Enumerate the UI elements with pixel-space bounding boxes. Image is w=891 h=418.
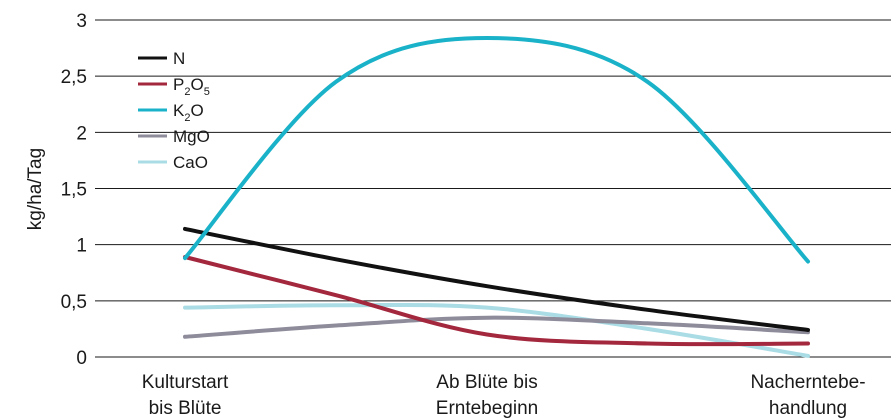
legend-item: P2O5 — [138, 75, 210, 98]
legend-label: K2O — [173, 101, 204, 124]
series-line-cao — [183, 302, 810, 358]
legend-label: N — [173, 49, 185, 68]
y-axis-label: kg/ha/Tag — [25, 148, 46, 230]
x-tick-label: Ab Blüte bis Erntebeginn — [436, 372, 538, 418]
x-tick-label-line2: bis Blüte — [149, 398, 222, 418]
y-tick-label: 1 — [76, 236, 87, 257]
series-line-p2o5 — [183, 255, 810, 347]
legend-item: MgO — [138, 127, 210, 146]
y-tick-label: 3 — [76, 11, 87, 32]
y-tick-label: 1,5 — [61, 180, 87, 201]
x-tick-label-line1: Kulturstart — [142, 372, 229, 393]
x-tick-label-line1: Nacherntebe- — [750, 372, 865, 393]
x-axis-ticks: Kulturstart bis Blüte Ab Blüte bis Erntebeg… — [142, 372, 866, 418]
y-axis-ticks: 0 0,5 1 1,5 2 2,5 3 — [61, 11, 87, 369]
x-tick-label: Kulturstart bis Blüte — [142, 372, 229, 418]
series-lines — [183, 36, 810, 358]
x-tick-label: Nacherntebe-handlung — [750, 372, 865, 418]
legend-item: CaO — [138, 153, 208, 172]
series-line-k2o — [183, 36, 810, 264]
legend-label: MgO — [173, 127, 210, 146]
series-line-mgo — [183, 315, 810, 339]
grid-lines — [95, 19, 891, 358]
legend-label: CaO — [173, 153, 208, 172]
x-tick-label-line2: Erntebeginn — [436, 398, 538, 418]
series-line-n — [183, 226, 810, 332]
legend-label: P2O5 — [173, 75, 210, 98]
y-tick-label: 0 — [76, 348, 87, 369]
legend: N P2O5 K2O MgO CaO — [138, 49, 210, 172]
x-tick-label-line1: Ab Blüte bis — [436, 372, 537, 393]
legend-item: N — [138, 49, 185, 68]
y-tick-label: 2 — [76, 123, 87, 144]
y-tick-label: 2,5 — [61, 67, 87, 88]
x-tick-label-line2: handlung — [769, 398, 847, 418]
legend-item: K2O — [138, 101, 204, 124]
y-tick-label: 0,5 — [61, 292, 87, 313]
